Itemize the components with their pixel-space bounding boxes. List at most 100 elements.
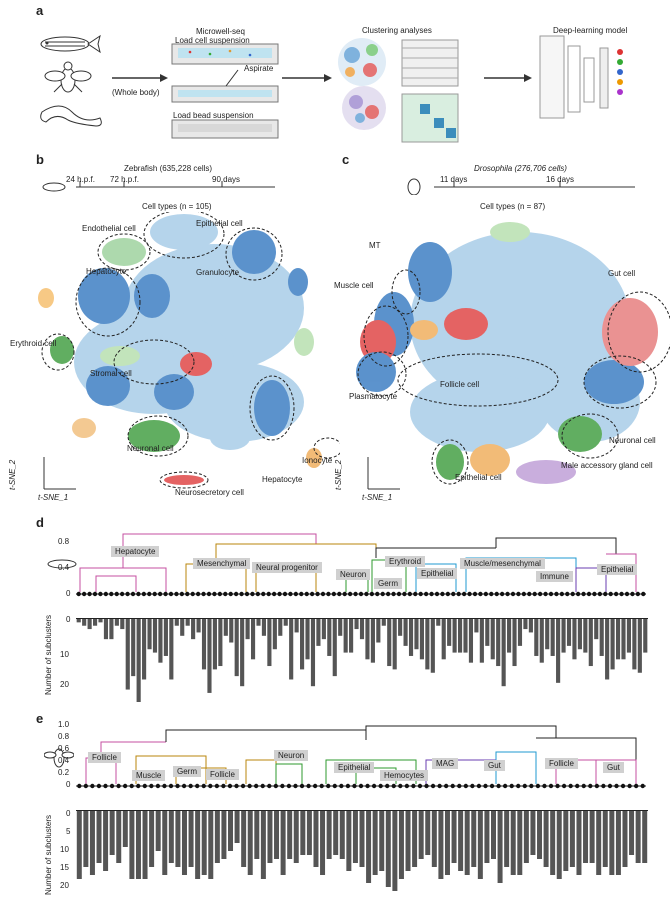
bar [563,811,569,871]
bar [103,811,109,871]
bar [523,619,528,630]
leaf-node [429,591,434,597]
leaf-node [320,591,326,597]
bar [155,811,161,851]
leaf-node [141,591,147,597]
zebrafish-timeline [42,181,275,192]
bar [632,619,637,670]
bar [561,619,566,653]
leaf-node [247,783,252,789]
bar [468,619,474,663]
bar [398,619,403,636]
leaf-node [424,783,429,789]
larva-icon [40,105,102,127]
leaf-node [157,591,163,597]
leaf-node [92,591,98,597]
leaf-node [592,591,597,597]
d-group-erythroid: Erythroid [385,556,426,567]
e-group-hemocytes: Hemocytes [380,770,429,781]
bar [463,619,468,653]
bar [370,619,375,663]
leaf-node [90,783,95,789]
leaf-node [411,783,416,789]
bar [261,619,267,636]
leaf-node [594,783,600,789]
bar [605,619,610,680]
leaf-node [559,591,565,597]
bar [517,619,523,646]
dm-ann-neuronal: Neuronal cell [609,436,656,445]
leaf-node [266,591,271,597]
leaf-node [309,591,315,597]
zf-time-2: 72 h.p.f. [110,175,139,184]
bar [196,619,201,633]
bar [629,811,635,855]
bar [87,619,92,630]
d-bar-ytick-20: 20 [60,680,69,689]
leaf-node [398,783,403,789]
bar [185,619,190,626]
bar [207,619,212,693]
leaf-node [463,783,469,789]
bar [572,619,577,660]
e-group-gut-2: Gut [603,762,624,773]
e-bar-ytick-15: 15 [60,863,69,872]
dendrogram-d [76,533,646,597]
leaf-node [163,591,168,597]
drosophila-title: Drosophila (276,706 cells) [474,164,567,173]
panel-a-label: a [36,3,44,18]
leaf-node [548,591,554,597]
bar [539,619,544,663]
leaf-node [326,591,331,597]
bar [343,619,348,653]
bar [485,619,490,646]
leaf-node [347,591,353,597]
zf-ann-neuronal: Neuronal cell [127,444,174,453]
leaf-node [109,783,115,789]
bar [96,811,102,863]
bar [136,619,141,702]
leaf-node [489,591,494,597]
bar [441,619,446,660]
bar [642,811,648,863]
d-ytick-08: 0.8 [58,537,70,546]
bar [142,811,148,879]
bar [234,619,239,677]
leaf-node [280,783,285,789]
e-group-epithelial: Epithelial [334,762,375,773]
leaf-node [635,591,641,597]
bar [326,811,332,859]
leaf-node [457,783,462,789]
leaf-node [98,591,103,597]
bar [152,619,158,653]
fly-icon-e [44,748,74,768]
leaf-node [255,591,261,597]
d-ytick-0: 0 [66,589,71,598]
leaf-node [640,783,645,789]
bar [327,619,332,656]
bar [201,811,207,875]
bar [569,811,575,867]
bar [98,619,103,623]
bar [359,811,365,867]
leaf-node [378,783,383,789]
bar [278,619,283,636]
bar [174,619,179,626]
microwell-plate-2 [171,85,279,103]
bar [507,619,512,653]
bar [381,619,386,626]
bar [333,811,339,855]
bar [398,811,404,879]
bar [602,811,608,867]
bar [195,811,201,879]
leaf-node [103,591,109,597]
bar [321,619,326,640]
bar [471,811,477,867]
bar [260,811,266,879]
leaf-node [516,783,521,789]
bar [418,811,424,859]
leaf-node [483,591,489,597]
leaf-node [174,591,179,597]
e-group-germ: Germ [173,766,201,777]
bar [316,619,321,646]
